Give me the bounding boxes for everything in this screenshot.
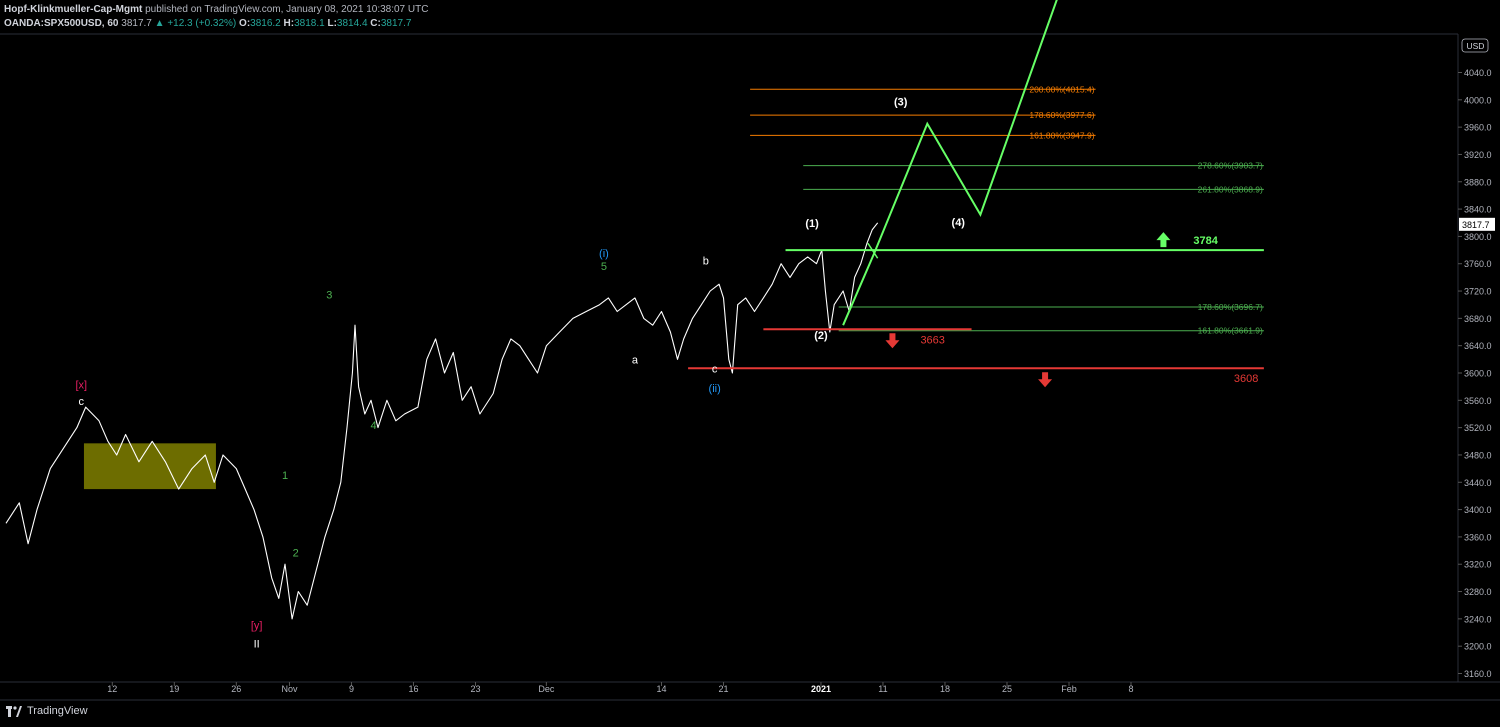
wave-label: (ii)	[709, 383, 721, 395]
price-axis-label: 3240.0	[1464, 614, 1492, 624]
price-axis-label: 3320.0	[1464, 560, 1492, 570]
fib-level-label: 178.60%(3977.6)	[1029, 110, 1094, 120]
time-axis-label: 26	[231, 684, 241, 694]
wave-label: 5	[601, 261, 607, 273]
high-value: 3818.1	[294, 18, 325, 29]
time-axis-label: Dec	[538, 684, 555, 694]
time-axis-label: 14	[657, 684, 667, 694]
price-series-line	[5, 222, 879, 620]
low-value: 3814.4	[336, 18, 368, 29]
price-change: ▲ +12.3 (+0.32%)	[154, 18, 237, 29]
price-axis-label: 3480.0	[1464, 450, 1492, 460]
wave-label: (2)	[814, 330, 828, 342]
time-axis-label: 18	[940, 684, 950, 694]
price-axis-label: 3920.0	[1464, 150, 1492, 160]
price-axis-label: 3960.0	[1464, 123, 1492, 133]
wave-label: II	[254, 639, 260, 651]
time-axis-label: 25	[1002, 684, 1012, 694]
price-axis-label: 3760.0	[1464, 259, 1492, 269]
wave-label: 4	[371, 420, 377, 432]
time-axis-label: 21	[719, 684, 729, 694]
price-axis-label: 3640.0	[1464, 341, 1492, 351]
symbol-name[interactable]: OANDA:SPX500USD, 60	[4, 18, 119, 29]
time-axis-label: 19	[169, 684, 179, 694]
fib-level-label: 161.80%(3661.9)	[1198, 326, 1263, 336]
key-level-label: 3663	[920, 334, 944, 346]
price-axis-label: 3880.0	[1464, 177, 1492, 187]
time-axis-label: Nov	[281, 684, 298, 694]
wave-label: 1	[282, 470, 288, 482]
currency-label: USD	[1467, 41, 1485, 51]
price-axis-label: 3160.0	[1464, 669, 1492, 679]
last-price-tag-label: 3817.7	[1462, 220, 1490, 230]
arrow-down-icon	[1038, 372, 1053, 388]
fib-level-label: 261.80%(3868.9)	[1198, 184, 1263, 194]
low-label: L:	[327, 18, 337, 29]
price-axis-label: 3280.0	[1464, 587, 1492, 597]
publish-info: Hopf-Klinkmueller-Cap-Mgmt published on …	[4, 4, 428, 15]
price-axis-label: 3800.0	[1464, 232, 1492, 242]
wave-label: 3	[326, 290, 332, 302]
wave-label: 2	[293, 548, 299, 560]
time-axis-label: 2021	[811, 684, 831, 694]
time-axis-label: 12	[107, 684, 117, 694]
tradingview-footer[interactable]: TradingView	[6, 705, 88, 717]
price-axis-label: 3440.0	[1464, 478, 1492, 488]
wave-label: b	[703, 255, 709, 267]
high-label: H:	[283, 18, 295, 29]
fib-level-label: 178.60%(3696.7)	[1198, 302, 1263, 312]
tradingview-brand: TradingView	[27, 705, 88, 717]
wave-label: c	[79, 396, 85, 408]
arrow-up-icon	[1156, 232, 1171, 248]
price-axis-label: 3400.0	[1464, 505, 1492, 515]
time-axis-label: 8	[1128, 684, 1133, 694]
price-axis-label: 3600.0	[1464, 369, 1492, 379]
price-axis-label: 3680.0	[1464, 314, 1492, 324]
time-axis-label: 9	[349, 684, 354, 694]
wave-label: (i)	[599, 248, 609, 260]
price-axis-label: 3560.0	[1464, 396, 1492, 406]
time-axis-label: 11	[878, 684, 887, 694]
wave-label: (4)	[952, 217, 966, 229]
last-price: 3817.7	[121, 18, 152, 29]
projection-tick	[867, 242, 879, 259]
tradingview-logo-icon	[6, 705, 22, 717]
price-axis-label: 4000.0	[1464, 95, 1492, 105]
fib-level-label: 278.60%(3903.7)	[1198, 161, 1263, 171]
publish-text: published on TradingView.com, January 08…	[142, 4, 429, 15]
close-label: C:	[370, 18, 381, 29]
price-axis-label: 3360.0	[1464, 532, 1492, 542]
wave-label: [x]	[75, 380, 87, 392]
fib-level-label: 200.00%(4015.4)	[1029, 84, 1094, 94]
price-axis-label: 4040.0	[1464, 68, 1492, 78]
author-name[interactable]: Hopf-Klinkmueller-Cap-Mgmt	[4, 4, 143, 15]
currency-badge	[1461, 38, 1489, 53]
close-value: 3817.7	[380, 18, 412, 29]
last-price-tag	[1459, 217, 1495, 231]
key-level-label: 3608	[1234, 373, 1258, 385]
key-level-label: 3784	[1193, 235, 1218, 247]
symbol-info: OANDA:SPX500USD, 60 3817.7 ▲ +12.3 (+0.3…	[4, 18, 411, 29]
time-axis-label: 23	[470, 684, 480, 694]
wave-label: a	[632, 354, 639, 366]
time-axis-label: Feb	[1061, 684, 1077, 694]
time-axis-label: 16	[408, 684, 418, 694]
wave-label: [y]	[251, 620, 263, 632]
wave-label: c	[712, 363, 718, 375]
arrow-down-icon	[885, 333, 900, 349]
price-axis-label: 3840.0	[1464, 205, 1492, 215]
open-label: O:	[239, 18, 251, 29]
price-axis-label: 3200.0	[1464, 642, 1492, 652]
price-axis-label: 3520.0	[1464, 423, 1492, 433]
open-value: 3816.2	[250, 18, 281, 29]
fib-level-label: 161.80%(3947.9)	[1029, 130, 1094, 140]
price-axis-label: 3720.0	[1464, 287, 1492, 297]
consolidation-box	[83, 443, 216, 490]
wave-label: (1)	[805, 218, 819, 230]
projection-path	[842, 0, 1058, 326]
wave-label: (3)	[894, 96, 908, 108]
